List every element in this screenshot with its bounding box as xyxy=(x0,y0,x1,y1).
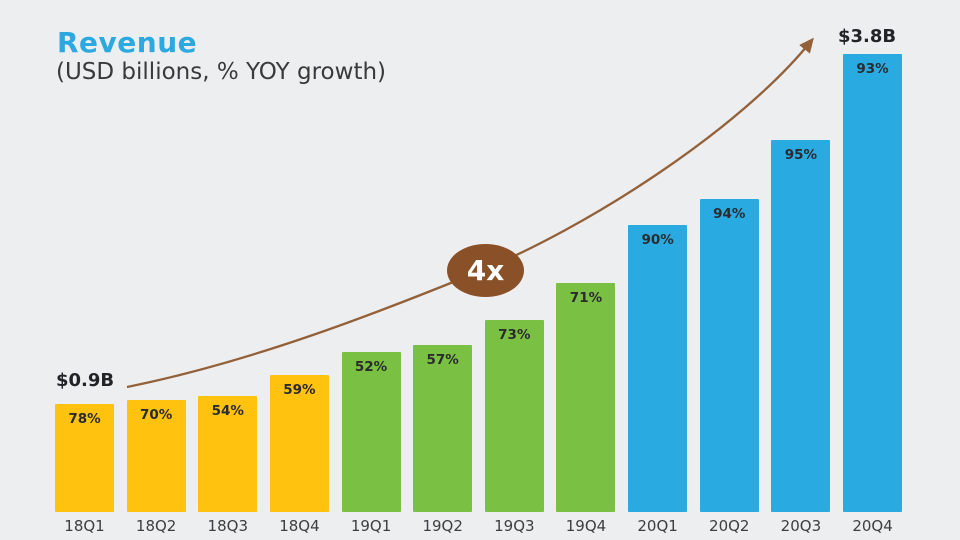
x-axis-label-19Q2: 19Q2 xyxy=(422,517,463,535)
bar-growth-label-20Q4: 93% xyxy=(856,61,889,77)
x-axis-label-19Q4: 19Q4 xyxy=(565,517,607,535)
bar-growth-label-18Q2: 70% xyxy=(139,407,173,423)
bar-20Q3: 95% xyxy=(771,140,831,512)
x-axis-label-18Q2: 18Q2 xyxy=(135,517,177,535)
growth-multiplier-badge: 4x xyxy=(447,244,524,297)
x-axis-label-18Q1: 18Q1 xyxy=(64,517,105,535)
bar-growth-label-18Q3: 54% xyxy=(211,403,244,419)
bar-18Q3: 54% xyxy=(198,396,258,512)
end-value-label: $3.8B xyxy=(838,26,897,47)
start-value-label: $0.9B xyxy=(56,370,115,391)
bar-18Q2: 70% xyxy=(126,400,186,512)
x-axis-label-19Q3: 19Q3 xyxy=(494,517,535,535)
bar-19Q4: 71% xyxy=(556,283,616,512)
x-axis-label-20Q4: 20Q4 xyxy=(852,517,893,535)
bar-growth-label-20Q3: 95% xyxy=(784,147,818,163)
bar-20Q2: 94% xyxy=(699,199,759,512)
bar-growth-label-19Q1: 52% xyxy=(354,359,388,375)
x-axis-label-20Q3: 20Q3 xyxy=(780,517,822,535)
bar-20Q1: 90% xyxy=(628,225,688,512)
bar-19Q3: 73% xyxy=(484,320,544,512)
bar-20Q4: 93% xyxy=(843,54,903,512)
bar-18Q4: 59% xyxy=(269,375,329,512)
bar-19Q1: 52% xyxy=(341,352,401,512)
bar-18Q1: 78% xyxy=(55,404,114,512)
x-axis-label-19Q1: 19Q1 xyxy=(350,517,392,535)
bar-growth-label-20Q2: 94% xyxy=(713,206,746,222)
bar-growth-label-20Q1: 90% xyxy=(641,232,674,248)
x-axis-label-18Q3: 18Q3 xyxy=(207,517,248,535)
bar-growth-label-19Q2: 57% xyxy=(426,352,459,368)
bar-growth-label-19Q3: 73% xyxy=(498,327,531,343)
x-axis-label-20Q1: 20Q1 xyxy=(637,517,678,535)
bar-growth-label-19Q4: 71% xyxy=(569,290,603,306)
bar-growth-label-18Q4: 59% xyxy=(283,382,316,398)
bar-19Q2: 57% xyxy=(413,345,473,512)
x-axis-label-18Q4: 18Q4 xyxy=(279,517,320,535)
bar-growth-label-18Q1: 78% xyxy=(68,411,101,427)
x-axis-label-20Q2: 20Q2 xyxy=(709,517,750,535)
chart-subtitle: (USD billions, % YOY growth) xyxy=(56,59,387,85)
chart-title: Revenue xyxy=(57,26,198,59)
